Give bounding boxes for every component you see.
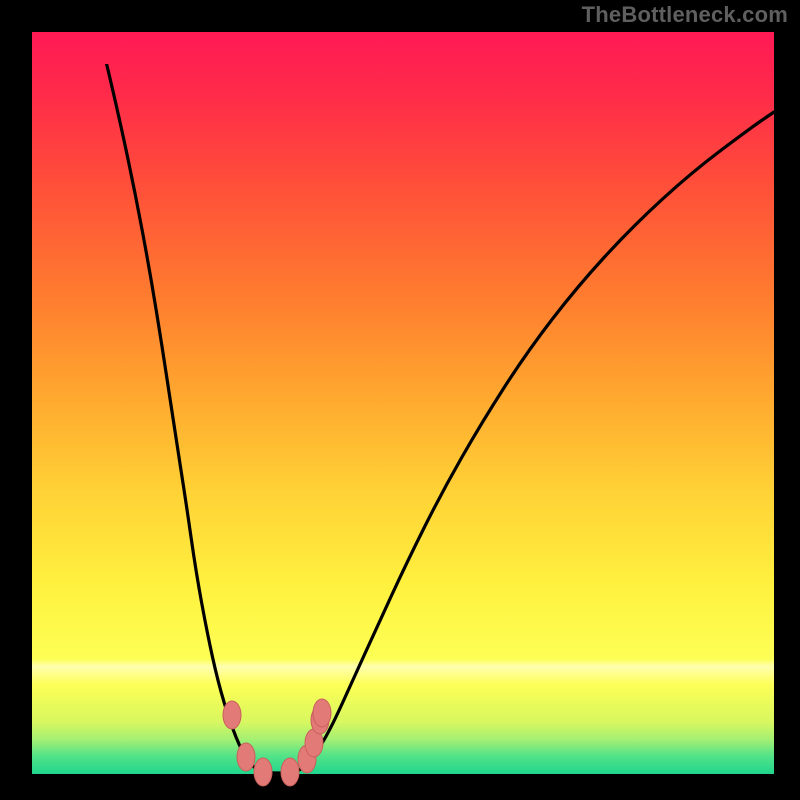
marker-point: [254, 758, 272, 786]
marker-point: [223, 701, 241, 729]
marker-point: [237, 743, 255, 771]
marker-point: [281, 758, 299, 786]
marker-point: [313, 699, 331, 727]
chart-svg: [0, 0, 800, 800]
chart-frame: TheBottleneck.com: [0, 0, 800, 800]
gradient-background: [32, 32, 774, 774]
watermark-text: TheBottleneck.com: [582, 2, 788, 28]
